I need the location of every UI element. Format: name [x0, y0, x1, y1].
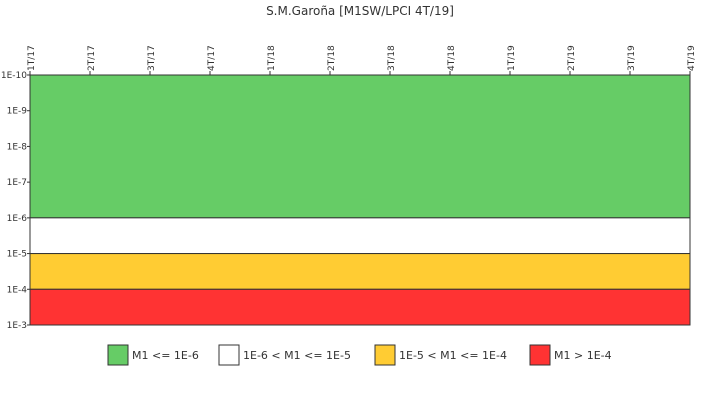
legend-swatch — [374, 344, 396, 366]
legend: M1 <= 1E-6 1E-6 < M1 <= 1E-5 1E-5 < M1 <= … — [107, 344, 612, 366]
legend-swatch — [218, 344, 240, 366]
band-3 — [29, 253, 691, 290]
legend-label: 1E-5 < M1 <= 1E-4 — [399, 349, 507, 362]
x-tick-label: 4T/18 — [447, 45, 457, 71]
x-tick-label: 2T/17 — [87, 45, 97, 71]
y-tick-label: 1E-10 — [1, 71, 27, 81]
y-tick-label: 1E-9 — [7, 107, 28, 117]
x-tick-label: 3T/17 — [147, 45, 157, 71]
x-tick-label: 1T/17 — [27, 45, 37, 71]
x-tick-label: 1T/19 — [507, 45, 517, 71]
y-tick-label: 1E-6 — [7, 214, 28, 224]
legend-swatch — [107, 344, 129, 366]
x-tick-label: 2T/19 — [567, 45, 577, 71]
x-tick-label: 4T/19 — [687, 45, 697, 71]
legend-label: M1 <= 1E-6 — [132, 349, 199, 362]
legend-label: 1E-6 < M1 <= 1E-5 — [243, 349, 351, 362]
band-4 — [29, 288, 691, 326]
x-tick-label: 1T/18 — [267, 45, 277, 71]
y-tick-label: 1E-4 — [7, 285, 28, 295]
x-axis: 1T/17 2T/17 3T/17 4T/17 1T/18 2T/18 3T/18 4T/18… — [27, 45, 697, 75]
y-tick-label: 1E-3 — [7, 321, 27, 331]
plot-frame — [29, 74, 691, 326]
x-tick-label: 3T/19 — [627, 45, 637, 71]
y-tick-label: 1E-8 — [7, 142, 28, 152]
y-tick-label: 1E-7 — [7, 178, 27, 188]
x-tick-label: 2T/18 — [327, 45, 337, 71]
chart-title: S.M.Garoña [M1SW/LPCI 4T/19] — [266, 4, 454, 18]
x-tick-label: 3T/18 — [387, 45, 397, 71]
legend-swatch — [529, 344, 551, 366]
x-tick-label: 4T/17 — [207, 45, 217, 71]
band-layer — [29, 74, 691, 326]
legend-label: M1 > 1E-4 — [554, 349, 612, 362]
band-1 — [29, 74, 691, 219]
y-axis: 1E-10 1E-9 1E-8 1E-7 1E-6 1E-5 1E-4 1E-3 — [1, 71, 30, 331]
band-2 — [29, 217, 691, 255]
y-tick-label: 1E-5 — [7, 250, 27, 260]
